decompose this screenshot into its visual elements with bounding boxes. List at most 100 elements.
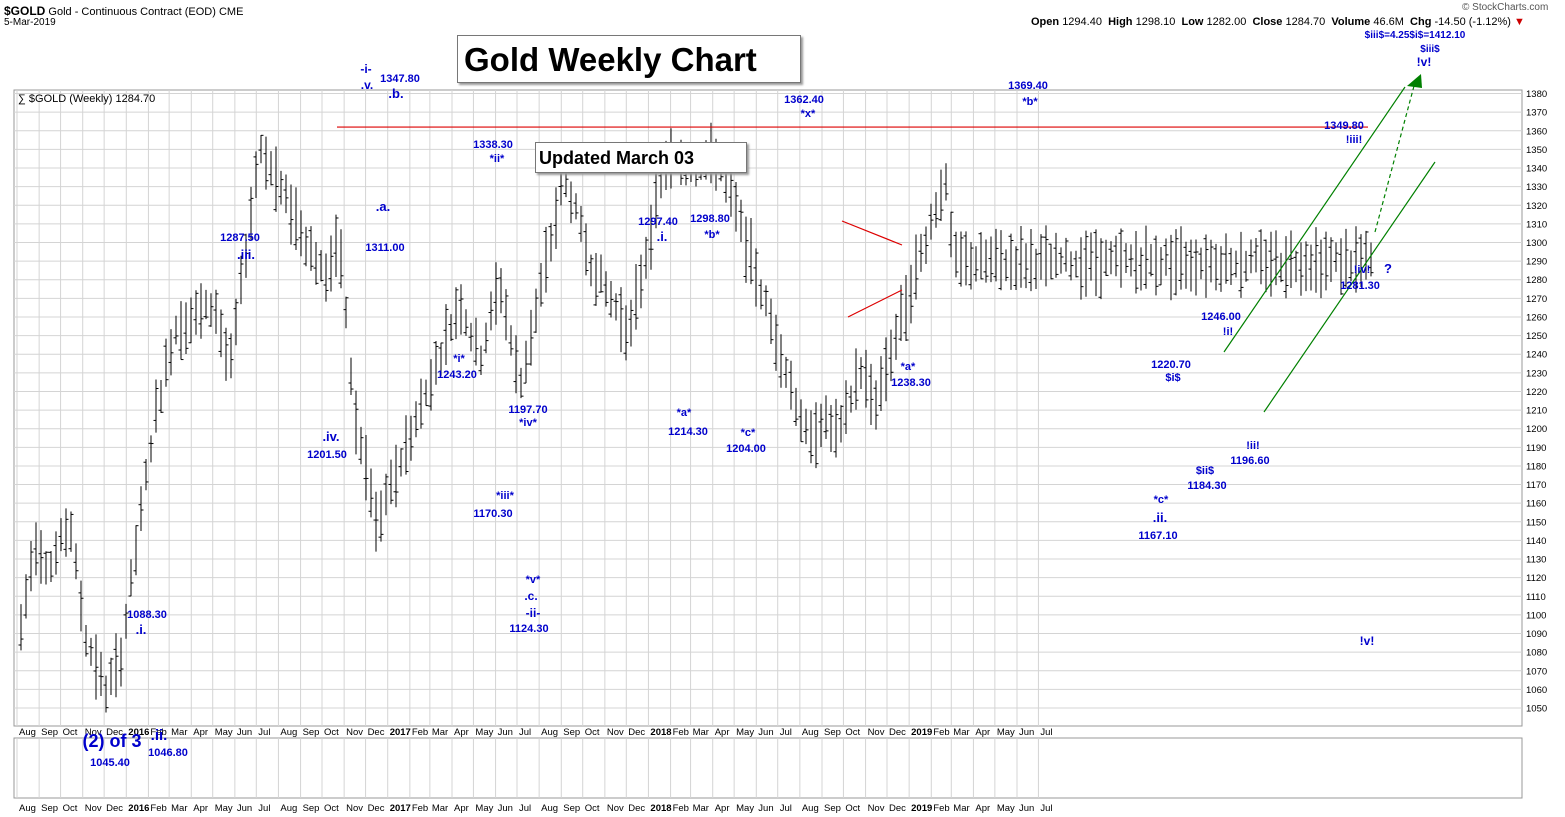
ohlc-bar	[1143, 225, 1149, 289]
ohlc-bar	[318, 250, 324, 282]
wave-label: .i.	[136, 622, 147, 637]
wave-label: 1369.40	[1008, 80, 1048, 92]
wave-label: .ii.	[151, 727, 168, 744]
x-tick-label-lower: 2017	[390, 803, 411, 814]
volume-panel-frame	[13, 737, 1523, 799]
x-tick-label-lower: Nov	[607, 803, 624, 814]
y-tick-label: 1180	[1526, 461, 1546, 472]
ohlc-bar	[1263, 239, 1269, 293]
ohlc-bar	[963, 231, 969, 286]
x-tick-label: Nov	[607, 727, 624, 738]
ohlc-bar	[493, 262, 499, 325]
x-tick-label-lower: Dec	[628, 803, 645, 814]
x-tick-label-lower: Sep	[41, 803, 58, 814]
x-tick-label-lower: Jul	[780, 803, 792, 814]
ohlc-bar	[448, 314, 454, 342]
legend: ∑ $GOLD (Weekly) 1284.70	[18, 93, 156, 105]
x-tick-label-lower: Feb	[933, 803, 949, 814]
ohlc-bar	[198, 283, 204, 339]
ohlc-bar	[628, 299, 634, 347]
ohlc-bar	[488, 291, 494, 331]
ohlc-bar	[1018, 225, 1024, 288]
ohlc-bar	[53, 531, 59, 575]
ohlc-bar	[123, 603, 129, 639]
ohlc-bar	[1128, 244, 1134, 277]
ohlc-bar	[453, 287, 459, 340]
ohlc-bar	[1318, 239, 1324, 299]
wave-label: !iv!	[1354, 264, 1371, 276]
ohlc-bar	[913, 234, 919, 300]
wave-label: 1281.30	[1340, 280, 1380, 292]
ohlc-bar	[1213, 243, 1219, 291]
ohlc-bar	[753, 248, 759, 307]
wave-label: *c*	[741, 427, 756, 439]
ohlc-bar	[1008, 233, 1014, 290]
wave-label: .a.	[376, 199, 390, 214]
y-tick-label: 1350	[1526, 145, 1547, 156]
wave-label: *iii*	[496, 490, 514, 502]
ohlc-bar	[1333, 242, 1339, 272]
ohlc-bar	[63, 508, 69, 557]
wave-label: 1088.30	[127, 609, 167, 621]
ohlc-bar	[973, 246, 979, 282]
ohlc-bar	[888, 329, 894, 382]
ohlc-bar	[1343, 228, 1349, 288]
y-tick-label: 1130	[1526, 555, 1546, 566]
ohlc-bar	[218, 309, 224, 358]
x-tick-label: Apr	[193, 727, 208, 738]
x-tick-label: 2016	[128, 727, 149, 738]
ohlc-bar	[893, 313, 899, 360]
x-tick-label-lower: 2016	[128, 803, 149, 814]
ohlc-bar	[143, 458, 149, 491]
ohlc-bar	[918, 233, 924, 272]
x-tick-label-lower: Aug	[802, 803, 819, 814]
x-tick-label: Oct	[585, 727, 600, 738]
ohlc-bar	[583, 223, 589, 276]
ohlc-bar	[383, 473, 389, 516]
ohlc-bar	[1243, 250, 1249, 282]
wave-label: *c*	[1154, 494, 1169, 506]
ohlc-bar	[608, 281, 614, 318]
ohlc-bar	[638, 254, 644, 309]
wave-degree-label: (2) of 3	[82, 731, 141, 751]
y-axis: 1050 1060 1070 1080 1090 1100 1110 1120 1130 1140…	[1526, 89, 1547, 714]
ohlc-bar	[1353, 226, 1359, 293]
wave-label: .ii.	[1153, 510, 1167, 525]
header-date: 5-Mar-2019	[4, 17, 56, 28]
ohlc-bar	[88, 637, 94, 666]
ohlc-bar	[178, 301, 184, 361]
x-tick-label-lower: Apr	[975, 803, 990, 814]
y-tick-label: 1370	[1526, 108, 1547, 119]
ohlc-bar	[328, 235, 334, 292]
ohlc-bar	[808, 410, 814, 464]
ohlc-bar	[1063, 237, 1069, 272]
ohlc-bar	[1348, 250, 1354, 282]
ohlc-bar	[1068, 251, 1074, 281]
x-tick-label-lower: May	[997, 803, 1015, 814]
x-tick-label: Feb	[412, 727, 428, 738]
ohlc-bar	[748, 218, 754, 285]
ohlc-bar	[368, 468, 374, 518]
ohlc-bar	[268, 151, 274, 186]
y-tick-label: 1170	[1526, 480, 1546, 491]
wave-label: 1170.30	[473, 508, 512, 520]
ohlc-bar	[43, 551, 49, 585]
ohlc-bar	[468, 322, 474, 352]
ohlc-bar	[833, 398, 839, 458]
ohlc-bar	[403, 415, 409, 475]
x-tick-label-lower: Jul	[258, 803, 270, 814]
x-tick-label-lower: Oct	[845, 803, 860, 814]
x-tick-label-lower: 2018	[650, 803, 671, 814]
ohlc-bar	[248, 186, 254, 240]
y-tick-label: 1270	[1526, 294, 1547, 305]
x-tick-label: Dec	[628, 727, 645, 738]
wave-label: 1204.00	[726, 443, 766, 455]
ohlc-bar	[203, 289, 209, 320]
y-tick-label: 1200	[1526, 424, 1547, 435]
ohlc-bar	[428, 359, 434, 411]
ohlc-bar	[803, 408, 809, 445]
ohlc-bar	[1133, 230, 1139, 294]
wave-label: *b*	[1022, 96, 1038, 108]
ohlc-bar	[308, 226, 314, 271]
